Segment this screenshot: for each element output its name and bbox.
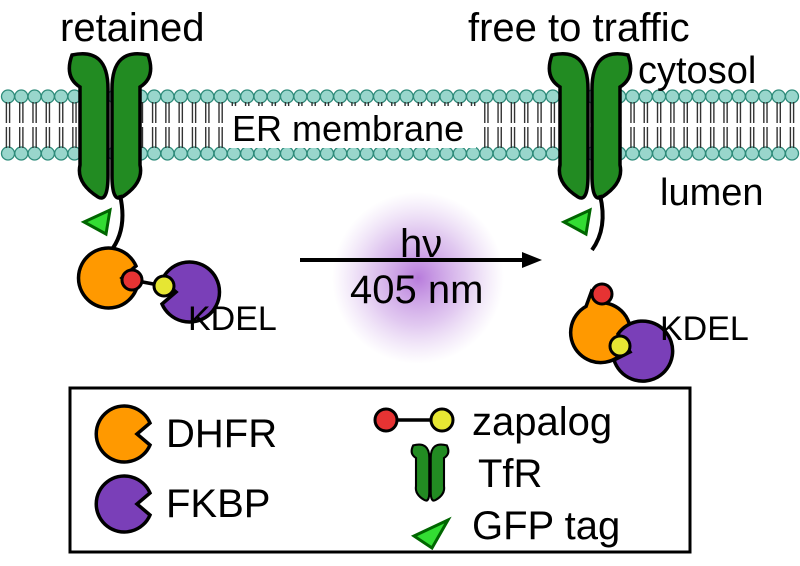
- label-kdel-right: KDEL: [660, 310, 749, 349]
- label-retained: retained: [60, 6, 205, 51]
- gfp-tag-left: [84, 210, 110, 234]
- legend-zapalog-red: [375, 409, 397, 431]
- label-er-membrane: ER membrane: [232, 108, 464, 150]
- label-405nm: 405 nm: [350, 268, 483, 313]
- legend-fkbp-icon: [96, 476, 150, 532]
- tfr-left-tail: [110, 195, 122, 252]
- gfp-tag-right: [564, 210, 590, 234]
- zapalog-red-free: [592, 284, 612, 304]
- legend-zapalog-yellow: [431, 409, 453, 431]
- legend-label-tfr: TfR: [478, 452, 542, 497]
- tfr-right-tail: [592, 195, 603, 250]
- zapalog-red-bound: [122, 270, 142, 290]
- label-free-to-traffic: free to traffic: [468, 6, 690, 51]
- legend-label-zapalog: zapalog: [472, 400, 612, 445]
- tfr-left: [69, 54, 150, 198]
- label-lumen: lumen: [660, 172, 764, 215]
- legend-label-dhfr: DHFR: [166, 412, 277, 457]
- zapalog-yellow-free: [610, 336, 630, 356]
- label-kdel-left: KDEL: [188, 300, 277, 339]
- legend-gfp-icon: [414, 520, 448, 548]
- legend-label-gfp: GFP tag: [472, 504, 620, 549]
- tfr-right: [549, 54, 630, 198]
- label-cytosol: cytosol: [638, 50, 756, 93]
- legend-label-fkbp: FKBP: [166, 482, 270, 527]
- label-hv: hν: [400, 222, 442, 267]
- zapalog-yellow-bound: [154, 276, 174, 296]
- legend-dhfr-icon: [96, 406, 150, 462]
- reaction-arrow-head: [522, 252, 542, 268]
- legend-tfr-icon: [412, 445, 449, 501]
